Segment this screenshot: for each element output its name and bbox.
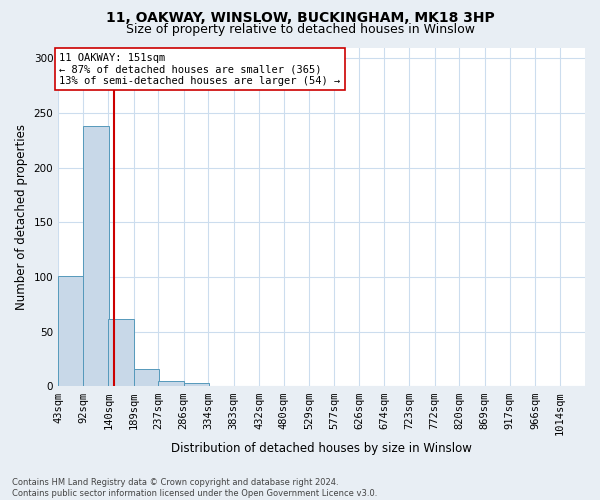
Text: 11 OAKWAY: 151sqm
← 87% of detached houses are smaller (365)
13% of semi-detache: 11 OAKWAY: 151sqm ← 87% of detached hous…: [59, 52, 340, 86]
Text: 11, OAKWAY, WINSLOW, BUCKINGHAM, MK18 3HP: 11, OAKWAY, WINSLOW, BUCKINGHAM, MK18 3H…: [106, 11, 494, 25]
Bar: [184, 383, 209, 386]
Text: Size of property relative to detached houses in Winslow: Size of property relative to detached ho…: [125, 22, 475, 36]
X-axis label: Distribution of detached houses by size in Winslow: Distribution of detached houses by size …: [171, 442, 472, 455]
Bar: [158, 381, 184, 386]
Y-axis label: Number of detached properties: Number of detached properties: [15, 124, 28, 310]
Bar: [134, 369, 159, 386]
Bar: [83, 126, 109, 386]
Bar: [108, 318, 134, 386]
Text: Contains HM Land Registry data © Crown copyright and database right 2024.
Contai: Contains HM Land Registry data © Crown c…: [12, 478, 377, 498]
Bar: [58, 276, 83, 386]
